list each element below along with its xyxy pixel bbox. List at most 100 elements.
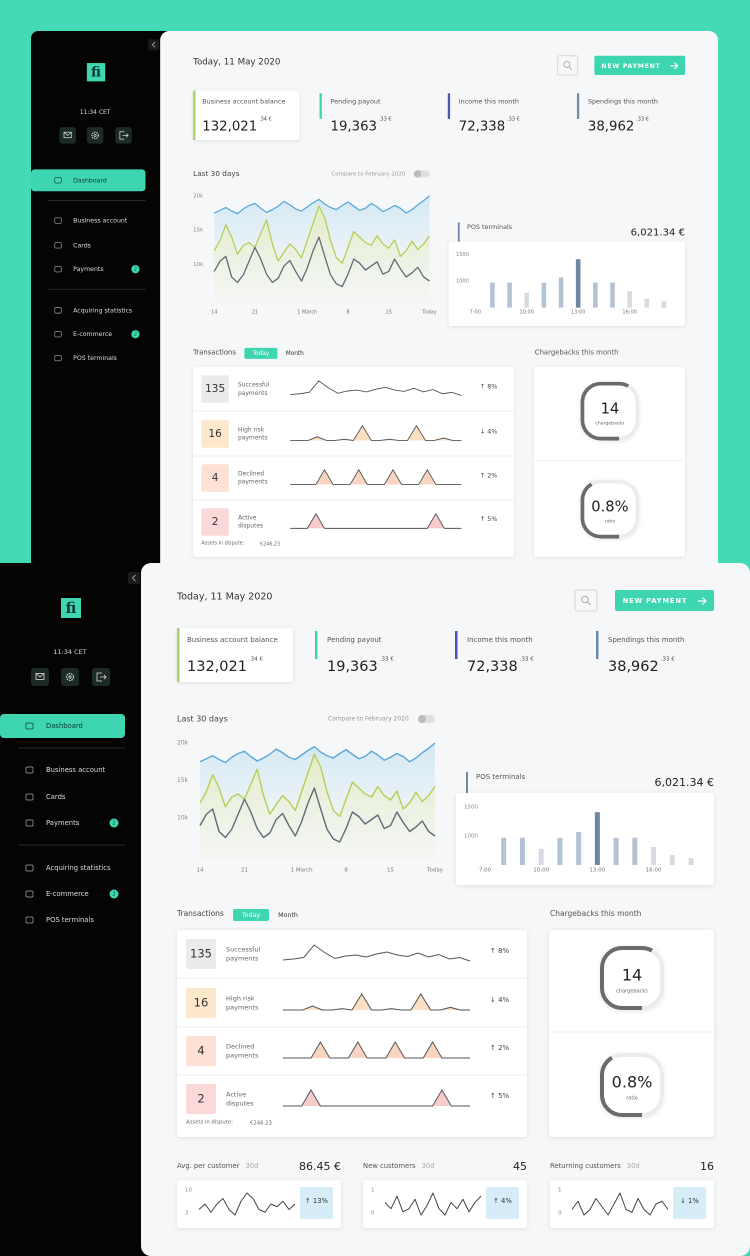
gauge-label: ratio: [605, 519, 616, 525]
nav-item[interactable]: Dashboard: [46, 722, 83, 730]
nav-item[interactable]: Cards: [46, 793, 66, 801]
settings-icon: [91, 131, 99, 140]
kpi-value: 72,338: [459, 119, 505, 134]
nav-item[interactable]: Acquiring statistics: [46, 864, 111, 872]
badge-count: 2: [112, 821, 116, 827]
nav-item[interactable]: POS terminals: [73, 355, 117, 362]
kpi-label: Spendings this month: [588, 98, 658, 106]
search-button[interactable]: [557, 55, 579, 76]
x-tick-label: 10:00: [533, 868, 549, 874]
gauge-progress: [600, 946, 664, 1010]
card-title: POS terminals: [467, 223, 513, 231]
kpi-value: 38,962: [608, 659, 659, 675]
arrow-icon: [698, 597, 707, 605]
gauge-progress: [580, 381, 640, 441]
mail-icon: [63, 131, 72, 139]
tab[interactable]: Today: [252, 351, 270, 357]
mail-icon: [35, 673, 45, 678]
tab[interactable]: Month: [286, 351, 304, 357]
x-tick-label: 1 March: [297, 310, 317, 316]
transactions-card: [177, 930, 527, 1137]
logo: fi: [91, 65, 101, 81]
y-tick-label: 10k: [193, 262, 204, 268]
logout-icon: [96, 672, 107, 682]
kpi-accent: [576, 93, 580, 119]
bar: [541, 282, 547, 308]
nav-icon: [54, 307, 62, 314]
kpi-value: 38,962: [588, 119, 634, 134]
nav-item[interactable]: E-commerce: [73, 331, 112, 338]
y-tick-label: 10k: [177, 815, 189, 822]
section-title: Chargebacks this month: [535, 349, 619, 357]
new-payment-button[interactable]: [594, 55, 686, 75]
bar: [594, 812, 600, 865]
badge: [131, 265, 140, 274]
new-payment-button[interactable]: [615, 590, 714, 611]
nav-icon: [25, 793, 34, 801]
settings-icon: [68, 675, 72, 679]
time: 11:34 CET: [80, 109, 111, 116]
y-tick-label: 3: [185, 1211, 189, 1217]
dashboard: fi 11:34 CET Dashboard Business account Card…: [0, 563, 750, 1256]
footer-value: €246.23: [250, 1121, 272, 1127]
area: [200, 754, 435, 860]
icon-button[interactable]: [86, 127, 104, 144]
nav-item[interactable]: Payments: [46, 819, 80, 827]
x-tick-label: 15: [386, 310, 392, 316]
kpi-label: Pending payout: [331, 98, 381, 106]
change: ↑ 8%: [490, 947, 510, 955]
y-tick-label: 0: [371, 1211, 375, 1217]
stat-label: New customers: [363, 1162, 416, 1170]
gauge-label: ratio: [626, 1096, 638, 1102]
nav-item[interactable]: Business account: [46, 766, 106, 774]
nav-item[interactable]: Cards: [73, 242, 91, 249]
stat-label: Avg. per customer: [177, 1162, 240, 1170]
x-tick-label: 1 March: [291, 868, 314, 874]
nav-item[interactable]: POS terminals: [46, 916, 94, 924]
kpi-decimals: .34 €: [259, 116, 272, 122]
bar: [501, 837, 507, 865]
change: ↑ 5%: [480, 515, 498, 523]
tab-active[interactable]: [233, 909, 269, 921]
nav-item[interactable]: E-commerce: [46, 890, 89, 898]
row-label: Successful: [238, 382, 270, 389]
bar: [575, 259, 581, 308]
bar: [490, 282, 495, 308]
tab[interactable]: Month: [278, 912, 298, 919]
bar: [558, 277, 564, 308]
nav-item[interactable]: Business account: [73, 218, 128, 225]
kpi-value: 19,363: [327, 659, 378, 675]
icon-button[interactable]: [61, 668, 79, 686]
x-tick-label: 13:00: [589, 868, 605, 874]
x-tick-label: 8: [344, 868, 348, 874]
nav-item[interactable]: Payments: [73, 266, 103, 273]
badge-count: 2: [134, 332, 137, 338]
y-tick-label: 1: [558, 1188, 562, 1194]
tab[interactable]: Today: [241, 912, 260, 919]
y-tick-label: 15k: [193, 228, 204, 234]
nav-item[interactable]: Acquiring statistics: [73, 307, 132, 314]
footer-label: Assets in dispute:: [201, 541, 244, 547]
nav-icon: [54, 354, 62, 362]
search-icon: [568, 66, 573, 70]
collapse-button[interactable]: [148, 39, 160, 51]
change: ↑ 8%: [480, 382, 498, 390]
sparkline: [290, 424, 462, 441]
arrow-icon: [670, 62, 679, 70]
footer-label: Assets in dispute:: [186, 1120, 233, 1126]
tab-active[interactable]: [244, 347, 278, 359]
y-tick-label: 1000: [464, 834, 478, 840]
count: 135: [205, 383, 225, 395]
kpi-decimals: .33 €: [661, 657, 675, 663]
badge: [109, 889, 119, 899]
search-button[interactable]: [574, 589, 598, 612]
bar: [644, 298, 650, 308]
kpi-accent: [596, 631, 599, 659]
collapse-button[interactable]: [128, 572, 140, 584]
x-tick-label: Today: [421, 310, 437, 316]
x-tick-label: 8: [346, 310, 349, 316]
footer-value: €246.23: [260, 541, 280, 547]
change: ↓ 4%: [490, 996, 510, 1004]
kpi-accent: [319, 93, 322, 119]
nav-item[interactable]: Dashboard: [73, 177, 107, 184]
